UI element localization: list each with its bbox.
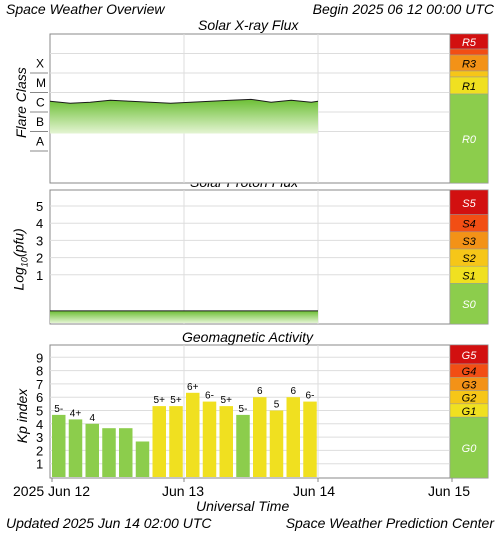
kp-bar-label-13: 5 (274, 400, 280, 411)
xray-scale-label-R0: R0 (462, 134, 477, 146)
xray-scale-cell-5 (449, 93, 489, 184)
proton-panel: 1 2 3 4 5 S5 S4 S3 S2 S1 S0 (36, 189, 489, 325)
geomag-scale-label-G1: G1 (462, 406, 477, 418)
geomag-scale-label-G0: G0 (462, 443, 478, 455)
kp-bar-label-1: 4+ (70, 408, 82, 419)
proton-ytick-label-5: 5 (36, 199, 43, 214)
geomag-ytick-label-6: 6 (36, 390, 43, 405)
xray-class-label-B: B (36, 115, 44, 129)
proton-scale-label-S1: S1 (462, 270, 475, 282)
proton-ytick-label-2: 2 (36, 251, 43, 266)
xray-class-label-A: A (36, 134, 44, 148)
kp-bar-label-9: 6- (205, 391, 214, 402)
kp-bar-label-14: 6 (290, 386, 296, 397)
geomag-ytick-label-9: 9 (36, 350, 43, 365)
x-axis-label: Universal Time (196, 498, 290, 514)
geomag-scale-label-G4: G4 (462, 366, 477, 378)
kp-bar-label-2: 4 (89, 413, 95, 424)
proton-ytick-label-3: 3 (36, 233, 43, 248)
updated-timestamp: Updated 2025 Jun 14 02:00 UTC (6, 515, 212, 531)
proton-ytick-label-4: 4 (36, 216, 43, 231)
kp-bar-label-6: 5+ (154, 395, 166, 406)
kp-bar-0 (52, 414, 66, 477)
kp-bar-11 (236, 414, 250, 477)
xray-flux-line (49, 98, 319, 104)
kp-bar-12 (253, 397, 267, 477)
xray-class-label-X: X (36, 56, 44, 70)
kp-bar-label-8: 6+ (187, 382, 199, 393)
kp-bar-7 (169, 406, 183, 477)
proton-scale-label-S2: S2 (462, 253, 475, 265)
kp-bar-2 (85, 423, 99, 477)
kp-bar-5 (135, 441, 150, 477)
xray-scale-label-R3: R3 (462, 59, 477, 71)
kp-bar-15 (303, 401, 317, 477)
kp-bar-label-7: 5+ (170, 395, 182, 406)
kp-bar-10 (219, 406, 233, 477)
x-tick-label-jun15: Jun 15 (428, 483, 471, 499)
overview-title: Space Weather Overview (6, 1, 165, 17)
xray-class-label-M: M (36, 76, 46, 90)
geomag-ytick-label-4: 4 (36, 417, 43, 432)
xray-panel-title: Solar X-ray Flux (198, 17, 299, 33)
geomag-ytick-label-8: 8 (36, 364, 43, 379)
kp-bar-8 (186, 392, 200, 477)
proton-ytick-label-1: 1 (36, 268, 43, 283)
proton-scale-label-S0: S0 (462, 299, 476, 311)
proton-scale-label-S5: S5 (462, 198, 476, 210)
swpc-credit: Space Weather Prediction Center (285, 515, 494, 531)
geomag-ytick-label-7: 7 (36, 377, 43, 392)
x-tick-label-jun12: 2025 Jun 12 (13, 483, 91, 499)
geomag-scale-cell-5 (449, 416, 489, 479)
x-tick-label-jun14: Jun 14 (293, 483, 336, 499)
proton-scale-cell-5 (449, 283, 489, 325)
geomag-ytick-label-3: 3 (36, 430, 43, 445)
kp-bar-label-12: 6 (257, 386, 263, 397)
xray-scale-label-R1: R1 (462, 81, 476, 93)
geomag-panel-title: Geomagnetic Activity (182, 329, 313, 345)
kp-bar-label-11: 5- (239, 404, 248, 415)
proton-flux-area (50, 310, 318, 323)
proton-scale-label-S3: S3 (462, 236, 476, 248)
geomag-ytick-label-5: 5 (36, 404, 43, 419)
xray-scale-cell-3 (449, 70, 489, 78)
xray-flux-area (50, 99, 318, 134)
proton-frame (49, 189, 489, 325)
proton-scale-label-S4: S4 (462, 219, 475, 231)
geomag-ytick-label-2: 2 (36, 443, 43, 458)
begin-timestamp: Begin 2025 06 12 00:00 UTC (312, 1, 494, 17)
kp-bar-1 (68, 419, 83, 477)
xray-class-label-C: C (36, 95, 45, 109)
kp-bar-label-0: 5- (54, 404, 63, 415)
geomag-scale-label-G3: G3 (462, 379, 478, 391)
x-tick-label-jun13: Jun 13 (162, 483, 205, 499)
kp-bar-14 (286, 397, 300, 477)
xray-scale-cell-1 (449, 48, 489, 56)
kp-bar-label-15: 6- (306, 391, 315, 402)
kp-bar-4 (119, 428, 133, 477)
xray-scale-label-R5: R5 (462, 37, 477, 49)
geomag-ytick-label-1: 1 (36, 457, 43, 472)
kp-bar-9 (202, 401, 217, 477)
geomag-scale-label-G2: G2 (462, 393, 477, 405)
kp-bar-13 (269, 410, 284, 477)
geomag-scale-label-G5: G5 (462, 350, 478, 362)
kp-bar-label-10: 5+ (221, 395, 233, 406)
kp-bar-3 (102, 428, 116, 477)
kp-bar-6 (152, 406, 166, 477)
